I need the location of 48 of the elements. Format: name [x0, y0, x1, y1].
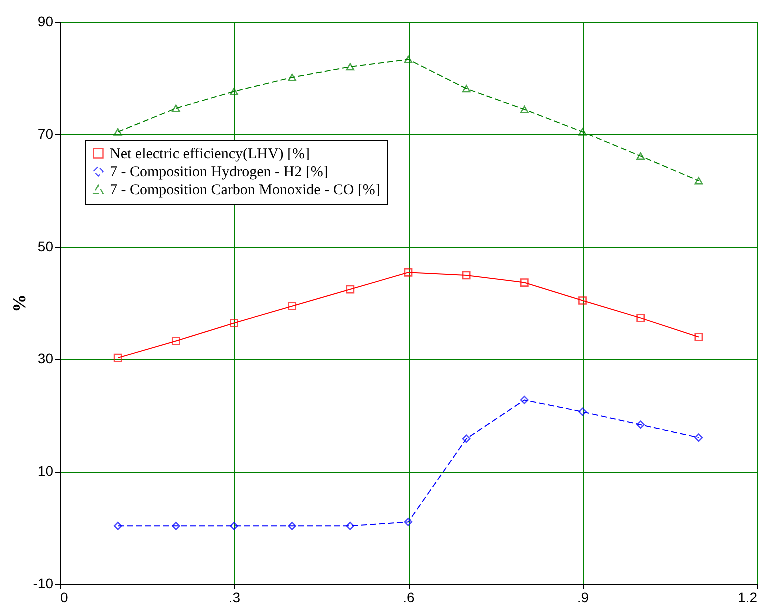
point [114, 354, 122, 362]
point [230, 522, 238, 530]
y-tick-label: 10 [38, 463, 54, 480]
point [346, 63, 355, 71]
point [172, 337, 180, 346]
point [462, 434, 471, 444]
y-tick-label: 30 [38, 350, 54, 367]
point [462, 271, 471, 280]
legend-label: 7 - Composition Carbon Monoxide - CO [%] [110, 182, 380, 198]
point [694, 333, 704, 342]
point [694, 434, 704, 442]
point [172, 522, 180, 530]
x-tick-label: .9 [577, 590, 590, 606]
point [404, 56, 413, 64]
point [230, 88, 238, 96]
point [230, 319, 238, 328]
y-tick-label: 50 [38, 238, 54, 254]
x-tick-label: 1.2 [738, 590, 758, 606]
point [578, 128, 587, 136]
y-tick-label: 70 [38, 126, 54, 142]
point [578, 296, 587, 305]
point [636, 314, 646, 322]
x-tick-label: .6 [403, 590, 416, 606]
point [346, 522, 355, 530]
point [404, 268, 413, 277]
point [636, 152, 646, 160]
point [288, 302, 297, 311]
point [172, 104, 180, 112]
point [520, 396, 529, 404]
y-tick-label: -10 [33, 576, 54, 592]
y-axis-title: % [9, 294, 30, 312]
point [578, 408, 587, 416]
point [288, 522, 297, 530]
point [520, 278, 529, 287]
point [462, 85, 471, 93]
legend-label: 7 - Composition Hydrogen - H2 [%] [110, 164, 328, 180]
point [114, 522, 122, 530]
point [694, 177, 704, 185]
point [288, 74, 297, 82]
point [114, 128, 122, 136]
point [636, 420, 646, 430]
point [346, 285, 355, 294]
y-tick-label: 90 [38, 14, 54, 30]
x-tick-label: 0 [60, 590, 68, 606]
x-tick-label: .3 [228, 590, 241, 606]
point [404, 518, 413, 526]
point [520, 106, 529, 114]
legend-label: Net electric efficiency(LHV) [%] [110, 146, 310, 162]
